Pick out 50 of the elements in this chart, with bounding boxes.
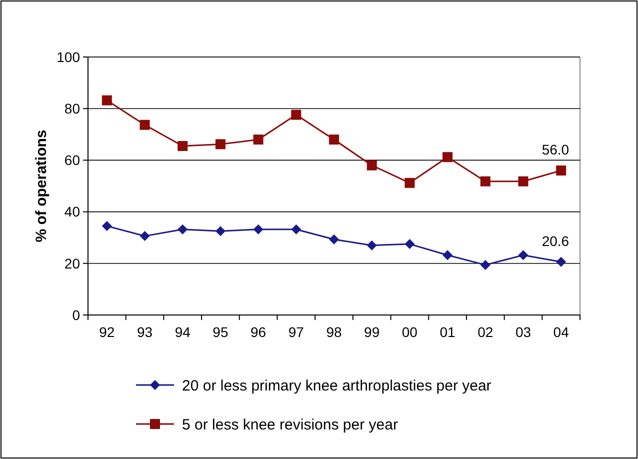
x-tick-label: 00 bbox=[402, 324, 418, 340]
x-tick-label: 93 bbox=[136, 324, 153, 340]
y-tick-label: 80 bbox=[64, 100, 80, 116]
legend-label: 5 or less knee revisions per year bbox=[182, 416, 398, 434]
point bbox=[291, 110, 302, 120]
point bbox=[556, 166, 566, 176]
point bbox=[140, 231, 150, 242]
point bbox=[366, 240, 377, 250]
point bbox=[102, 220, 112, 231]
x-tick-label: 92 bbox=[99, 324, 115, 340]
y-tick-label: 20 bbox=[64, 255, 80, 272]
point bbox=[102, 95, 112, 106]
x-tick-label: 03 bbox=[515, 324, 532, 340]
point bbox=[518, 250, 528, 260]
point bbox=[215, 226, 226, 236]
x-tick-label: 97 bbox=[288, 324, 304, 340]
point bbox=[518, 176, 528, 186]
point bbox=[366, 160, 377, 170]
x-tick-label: 95 bbox=[212, 324, 228, 340]
x-tick-label: 01 bbox=[440, 324, 456, 340]
point bbox=[329, 234, 339, 244]
x-tick-label: 02 bbox=[478, 324, 494, 340]
data-label: 56.0 bbox=[542, 142, 570, 158]
point bbox=[556, 256, 566, 267]
y-tick-label: 40 bbox=[64, 204, 80, 220]
point bbox=[404, 239, 415, 250]
x-tick-label: 98 bbox=[326, 324, 342, 340]
point bbox=[215, 139, 226, 150]
point bbox=[253, 134, 264, 145]
point bbox=[253, 224, 264, 234]
x-tick-label: 94 bbox=[174, 324, 191, 340]
y-axis-title: % of operations bbox=[33, 130, 50, 242]
y-tick-label: 60 bbox=[64, 152, 80, 168]
point bbox=[480, 176, 490, 186]
x-tick-label: 99 bbox=[364, 324, 380, 340]
x-tick-label: 96 bbox=[250, 324, 266, 340]
y-tick-label: 0 bbox=[72, 306, 80, 323]
data-label: 20.6 bbox=[542, 232, 570, 249]
legend-label: 20 or less primary knee arthroplasties per year bbox=[182, 377, 492, 394]
point bbox=[178, 224, 188, 234]
point bbox=[329, 134, 339, 145]
point bbox=[291, 224, 302, 234]
point bbox=[480, 260, 490, 270]
y-tick-label: 100 bbox=[56, 48, 80, 65]
point bbox=[442, 250, 453, 260]
point bbox=[140, 120, 150, 130]
point bbox=[442, 152, 453, 162]
point bbox=[404, 178, 415, 188]
point bbox=[178, 141, 188, 152]
x-tick-label: 04 bbox=[553, 324, 570, 340]
